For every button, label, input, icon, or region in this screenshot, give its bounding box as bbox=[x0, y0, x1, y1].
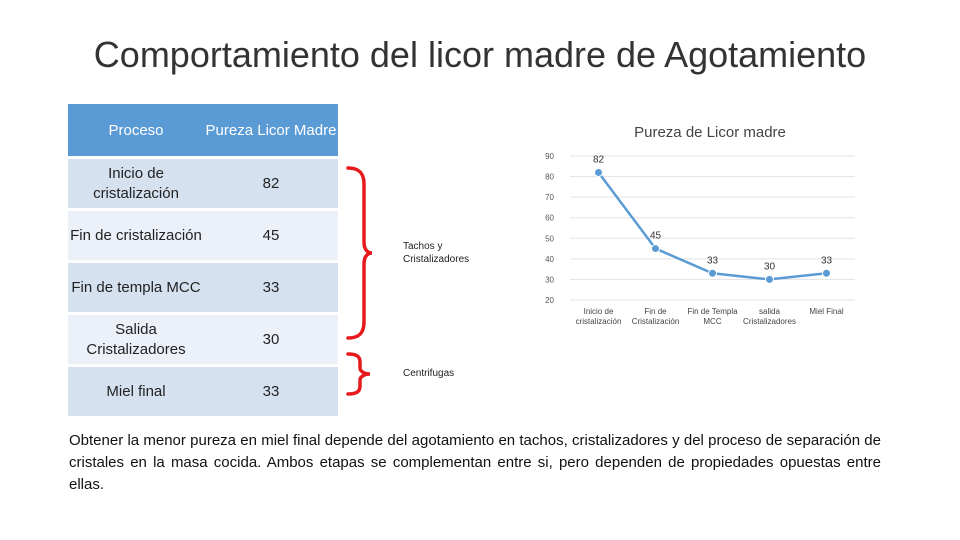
x-tick-label: salida Cristalizadores bbox=[743, 307, 796, 326]
data-labels: 82 45 33 30 33 bbox=[593, 154, 833, 272]
purity-line-chart: Pureza de Licor madre 20 30 40 50 60 70 80 90 8… bbox=[545, 124, 855, 326]
centrifugas-bracket bbox=[346, 352, 371, 396]
y-axis-ticks: 20 30 40 50 60 70 80 90 bbox=[545, 152, 554, 305]
cell-proceso: Inicio de cristalización bbox=[68, 157, 204, 211]
y-tick-label: 50 bbox=[545, 234, 554, 243]
slide-title: Comportamiento del licor madre de Agotam… bbox=[93, 34, 867, 75]
table-row: Fin de templa MCC 33 bbox=[68, 261, 338, 315]
cell-proceso: Salida Cristalizadores bbox=[68, 313, 204, 367]
y-tick-label: 20 bbox=[545, 296, 554, 305]
chart-gridlines bbox=[570, 155, 855, 301]
data-point bbox=[708, 268, 717, 278]
cell-pureza: 30 bbox=[204, 313, 338, 367]
cell-pureza: 33 bbox=[204, 261, 338, 315]
purity-table: Proceso Pureza Licor Madre Inicio de cri… bbox=[68, 104, 338, 419]
cell-proceso: Fin de cristalización bbox=[68, 209, 204, 263]
y-tick-label: 40 bbox=[545, 255, 554, 264]
cell-proceso: Fin de templa MCC bbox=[68, 261, 204, 315]
data-point bbox=[822, 268, 831, 278]
y-tick-label: 70 bbox=[545, 193, 554, 202]
y-tick-label: 60 bbox=[545, 214, 554, 223]
cell-proceso: Miel final bbox=[68, 365, 204, 419]
x-tick-label: Fin de Cristalización bbox=[632, 307, 680, 326]
cell-pureza: 45 bbox=[204, 209, 338, 263]
data-label: 33 bbox=[707, 255, 719, 266]
chart-title: Pureza de Licor madre bbox=[634, 124, 786, 141]
data-point bbox=[594, 167, 603, 177]
data-point bbox=[765, 274, 774, 284]
data-points bbox=[594, 167, 831, 284]
data-point bbox=[651, 244, 660, 254]
y-tick-label: 30 bbox=[545, 275, 554, 284]
data-label: 82 bbox=[593, 154, 605, 165]
cell-pureza: 33 bbox=[204, 365, 338, 419]
table-row: Salida Cristalizadores 30 bbox=[68, 313, 338, 367]
table-row: Fin de cristalización 45 bbox=[68, 209, 338, 263]
header-pureza: Pureza Licor Madre bbox=[204, 104, 338, 159]
tachos-bracket bbox=[346, 166, 373, 340]
y-tick-label: 80 bbox=[545, 173, 554, 182]
cell-pureza: 82 bbox=[204, 157, 338, 211]
header-proceso: Proceso bbox=[68, 104, 204, 159]
x-tick-label: Inicio de cristalización bbox=[576, 307, 622, 326]
data-label: 33 bbox=[821, 255, 833, 266]
table-row: Miel final 33 bbox=[68, 365, 338, 419]
x-tick-label: Fin de Templa MCC bbox=[687, 307, 738, 326]
x-axis-labels: Inicio de cristalización Fin de Cristalizac… bbox=[576, 307, 844, 326]
centrifugas-label: Centrifugas bbox=[403, 368, 455, 379]
tachos-label: Tachos y Cristalizadores bbox=[403, 241, 470, 265]
x-tick-label: Miel Final bbox=[809, 307, 843, 316]
table-header-row: Proceso Pureza Licor Madre bbox=[68, 104, 338, 159]
table-row: Inicio de cristalización 82 bbox=[68, 157, 338, 211]
data-label: 45 bbox=[650, 231, 662, 242]
conclusion-paragraph: Obtener la menor pureza en miel final de… bbox=[69, 432, 881, 493]
y-tick-label: 90 bbox=[545, 152, 554, 161]
data-label: 30 bbox=[764, 261, 776, 272]
